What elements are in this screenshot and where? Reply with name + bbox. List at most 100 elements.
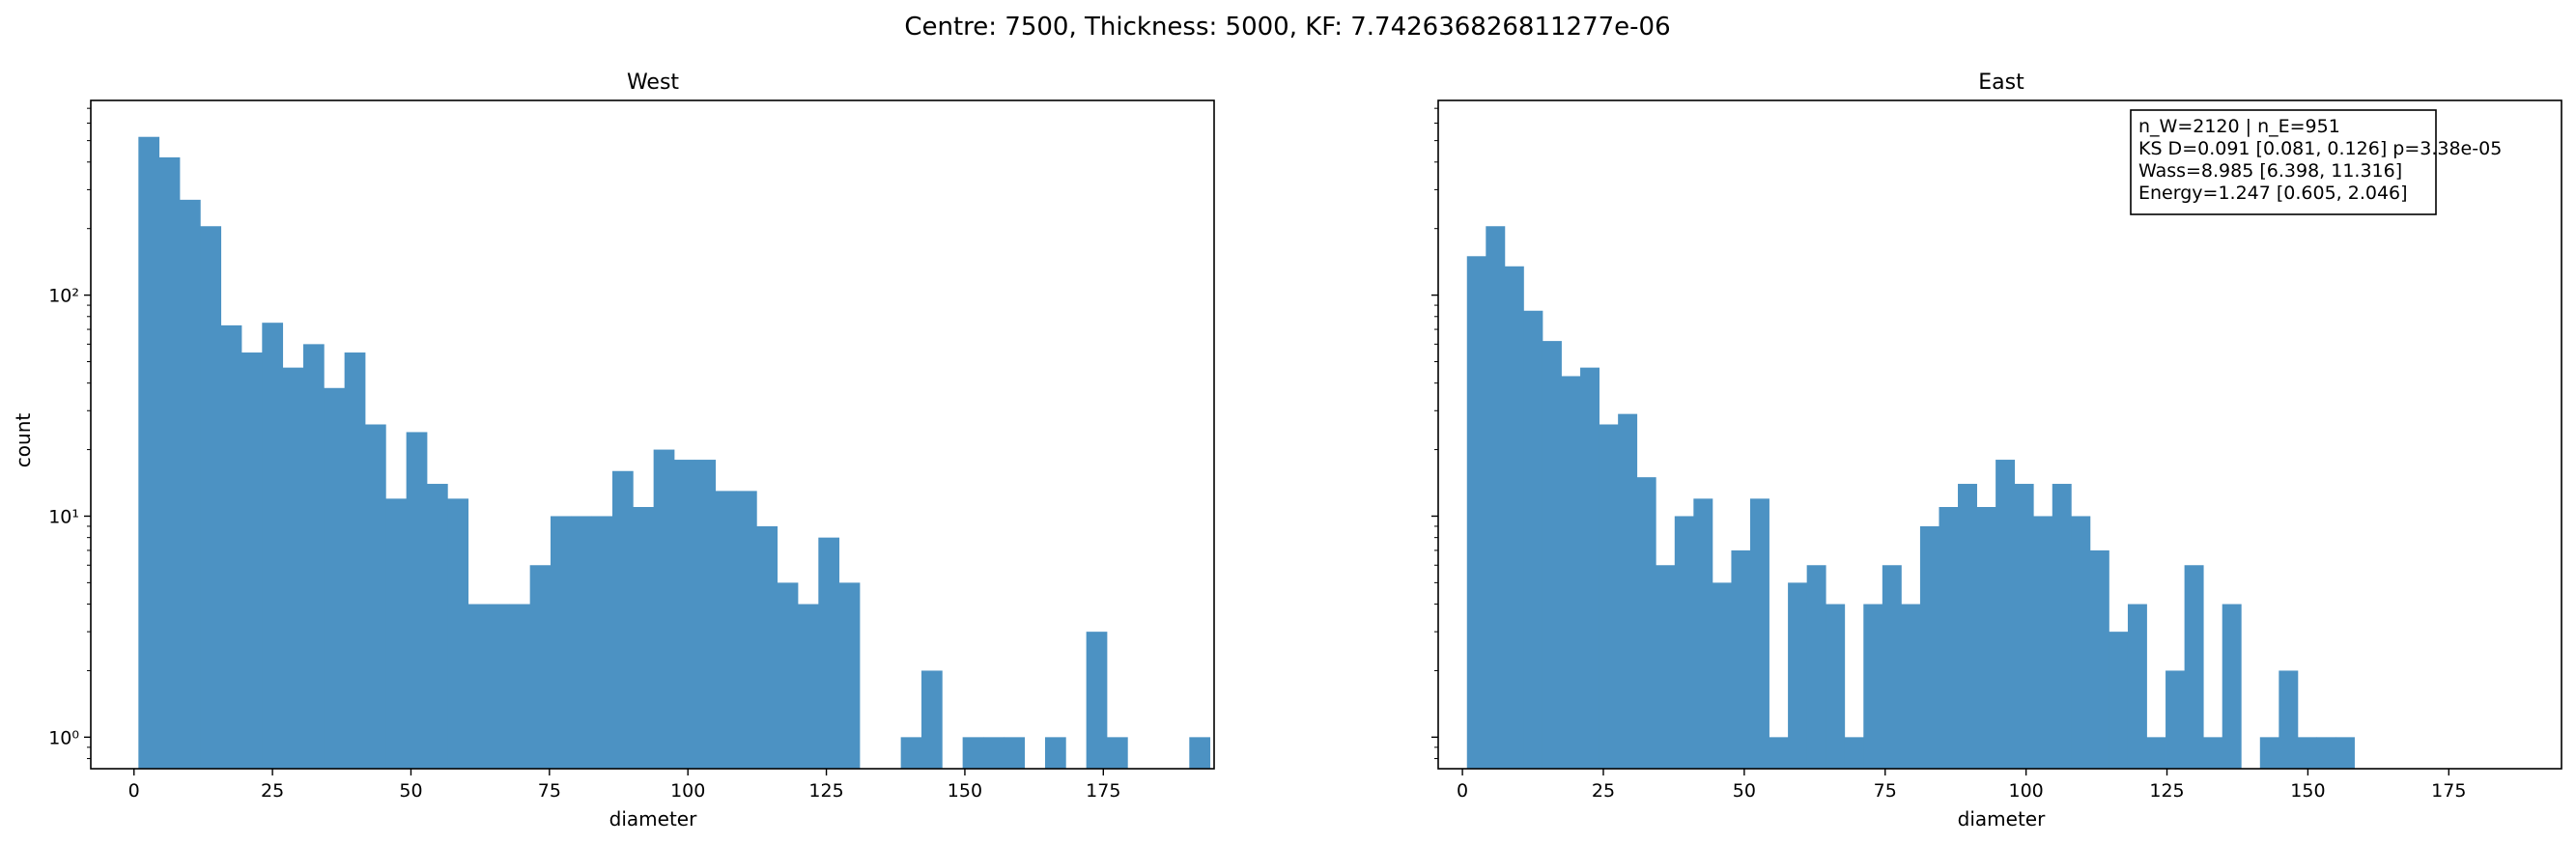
west-bars [138,136,1211,770]
west-histogram-bar [653,449,675,769]
west-x-tick-label: 125 [808,780,843,802]
west-y-tick-label: 10⁰ [48,727,79,748]
west-x-tick-label: 0 [128,780,140,802]
west-histogram-bar [571,516,593,769]
east-histogram-bar [2146,737,2166,769]
west-ylabel: count [12,413,35,468]
east-histogram-bar [1996,460,2016,769]
west-histogram-bar [488,604,510,769]
east-x-tick-label: 150 [2290,780,2325,802]
east-histogram-bar [1844,737,1864,769]
west-histogram-bar [982,737,1005,769]
west-histogram-bar [673,460,695,769]
west-xlabel: diameter [609,807,697,831]
west-histogram-bar [529,565,552,769]
west-histogram-bar [262,323,284,769]
east-histogram-bar [2014,484,2034,769]
west-y-tick-label: 10² [48,286,79,307]
east-histogram-bar [1486,226,1506,770]
east-bars [1466,226,2355,770]
east-histogram-bar [1618,413,1638,769]
west-histogram-bar [447,498,469,769]
east-histogram-bar [1542,341,1562,769]
east-x-ticks: 0 25 50 75 100 125 150 175 [1457,769,2466,802]
east-histogram-bar [2335,737,2355,769]
east-histogram-bar [1712,582,1732,769]
west-histogram-bar [633,507,655,769]
east-histogram-bar [2109,632,2129,769]
east-histogram-bar [1863,604,1883,769]
west-histogram-bar [200,226,222,770]
west-x-tick-label: 50 [399,780,422,802]
west-x-tick-label: 25 [261,780,284,802]
west-histogram-bar [406,432,428,769]
east-histogram-bar [1523,310,1543,769]
west-x-ticks: 0 25 50 75 100 125 150 175 [128,769,1120,802]
east-y-ticks [1431,107,1438,760]
east-histogram-bar [2166,670,2186,769]
west-histogram-bar [694,460,717,769]
west-panel: West 0 25 50 75 100 125 150 175 10⁰ 10¹ 10² diame… [12,70,1215,831]
east-title: East [1978,70,2024,95]
west-histogram-bar [426,484,448,769]
east-histogram-bar [1919,525,1939,769]
stats-line: Energy=1.247 [0.605, 2.046] [2138,183,2408,204]
west-histogram-bar [962,737,984,769]
west-histogram-bar [302,344,325,769]
west-histogram-bar [838,582,861,769]
west-title: West [627,70,679,95]
west-histogram-bar [1106,737,1128,769]
west-histogram-bar [467,604,490,769]
west-histogram-bar [385,498,408,769]
east-histogram-bar [2316,737,2336,769]
stats-box-border [2130,109,2437,215]
east-histogram-bar [1656,565,1676,769]
east-x-tick-label: 175 [2431,780,2466,802]
east-x-tick-label: 50 [1733,780,1756,802]
west-histogram-bar [735,491,757,769]
east-histogram-bar [1749,498,1769,769]
east-histogram-bar [1826,604,1846,769]
east-histogram-bar [1788,582,1808,769]
west-histogram-bar [1044,737,1066,769]
west-x-tick-label: 150 [948,780,982,802]
east-histogram-bar [2033,516,2053,769]
east-histogram-bar [1636,477,1656,769]
east-histogram-bar [1561,376,1581,769]
west-histogram-bar [777,582,799,769]
east-xlabel: diameter [1958,807,2046,831]
stats-line: n_W=2120 | n_E=951 [2138,116,2340,137]
east-histogram-bar [2203,737,2223,769]
west-histogram-bar [920,670,943,769]
east-x-tick-label: 125 [2149,780,2184,802]
west-histogram-bar [364,424,386,769]
west-histogram-bar [1189,737,1211,769]
east-panel: East 0 25 50 75 100 125 150 175 diameter n_W=21… [1431,70,2562,831]
west-histogram-bar [900,737,922,769]
west-histogram-bar [756,525,778,769]
east-histogram-bar [1731,549,1751,769]
east-histogram-bar [1466,256,1486,769]
stats-line: Wass=8.985 [6.398, 11.316] [2138,160,2402,182]
east-histogram-bar [2259,737,2279,769]
west-histogram-bar [282,367,304,769]
west-x-tick-label: 75 [538,780,561,802]
west-x-tick-label: 175 [1086,780,1120,802]
west-histogram-bar [179,199,201,769]
east-histogram-bar [2279,670,2299,769]
east-histogram-bar [1769,737,1789,769]
west-axes-frame [90,99,1215,770]
west-histogram-bar [611,470,634,769]
west-histogram-bar [550,516,572,769]
east-histogram-bar [1976,507,1996,769]
east-x-tick-label: 75 [1874,780,1897,802]
east-x-tick-label: 0 [1457,780,1468,802]
west-histogram-bar [158,156,181,769]
west-histogram-bar [241,352,263,769]
east-x-tick-label: 25 [1592,780,1615,802]
west-histogram-bar [509,604,531,769]
east-histogram-bar [1580,367,1599,769]
stats-annotation-box: n_W=2120 | n_E=951 KS D=0.091 [0.081, 0.… [2130,109,2502,215]
east-histogram-bar [1504,266,1524,769]
